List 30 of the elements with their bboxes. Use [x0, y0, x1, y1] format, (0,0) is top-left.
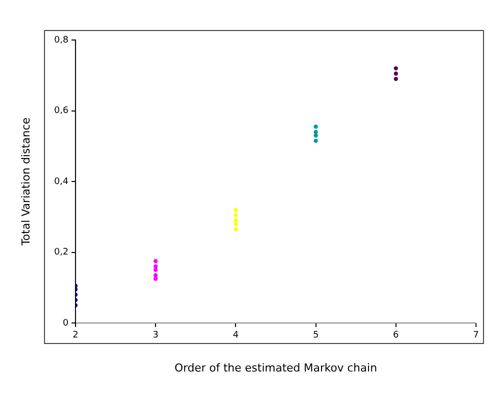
point	[394, 66, 398, 70]
point	[154, 264, 158, 268]
y-tick-label: 0,2	[54, 248, 69, 258]
point	[154, 273, 158, 278]
point	[234, 213, 238, 218]
point	[394, 76, 398, 82]
x-tick-label: 7	[473, 330, 479, 341]
x-tick-label: 5	[312, 330, 319, 341]
point	[234, 227, 238, 232]
point	[234, 208, 238, 212]
y-axis-title: Total Variation distance	[19, 117, 32, 247]
x-tick-label: 4	[232, 330, 239, 341]
point	[314, 133, 318, 138]
y-tick-label: 0,6	[54, 106, 69, 116]
point	[234, 222, 238, 226]
point	[314, 130, 318, 134]
point	[314, 124, 318, 129]
y-tick-label: 0,8	[54, 35, 69, 46]
x-axis-title: Order of the estimated Markov chain	[174, 361, 378, 374]
point	[234, 218, 238, 223]
x-tick-label: 2	[72, 330, 78, 341]
x-tick-label: 6	[393, 330, 400, 341]
point	[154, 268, 158, 272]
point	[314, 138, 318, 143]
y-tick-label: 0,4	[54, 176, 69, 187]
point	[154, 258, 158, 264]
x-tick-label: 3	[152, 330, 158, 341]
y-tick-label: 0	[62, 318, 69, 328]
point	[394, 72, 398, 76]
point	[154, 276, 158, 281]
